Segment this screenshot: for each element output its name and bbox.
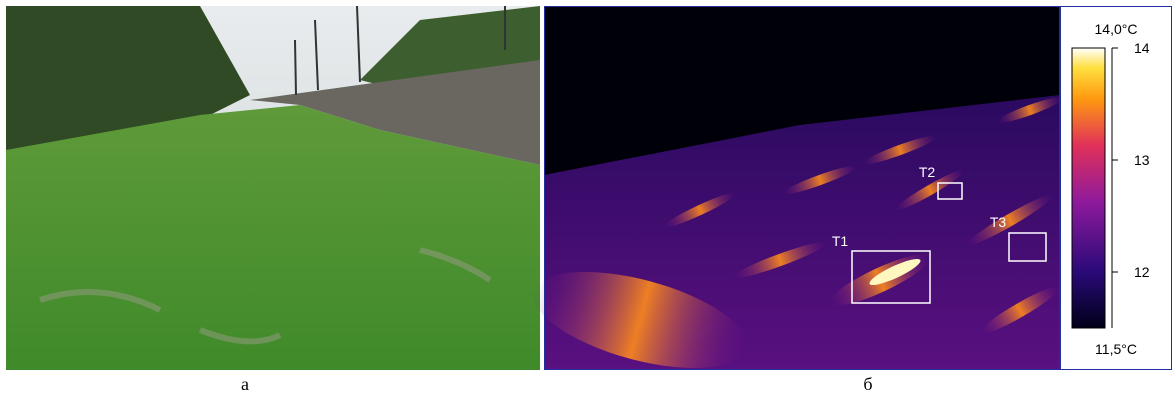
region-label: T2 <box>919 164 936 180</box>
tick-label: 12 <box>1134 264 1150 280</box>
tick-label: 13 <box>1134 152 1150 168</box>
caption: б <box>863 374 872 394</box>
thermal-image: T1 T2 T3 <box>523 6 1064 387</box>
figure: T1 T2 T3 а б 14,0°C 11,5°C 12 13 14 <box>0 0 1172 396</box>
colorbar-min-label: 11,5°C <box>1095 341 1137 357</box>
tick-label: 14 <box>1134 40 1150 56</box>
region-label: T1 <box>832 233 849 249</box>
region-label: T3 <box>990 214 1007 230</box>
caption: а <box>241 374 249 394</box>
colorbar <box>1061 7 1172 370</box>
colorbar-max-label: 14,0°C <box>1095 21 1138 37</box>
photo <box>6 6 540 370</box>
